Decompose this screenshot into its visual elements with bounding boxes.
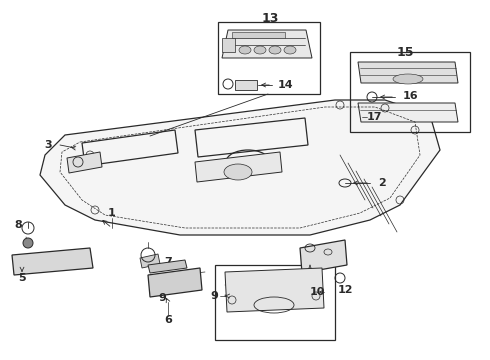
Text: 8: 8	[14, 220, 22, 230]
Text: 12: 12	[337, 285, 353, 295]
Bar	[350, 52, 470, 132]
Polygon shape	[67, 152, 102, 173]
Ellipse shape	[239, 46, 251, 54]
Polygon shape	[148, 268, 202, 297]
Text: 13: 13	[261, 12, 279, 24]
Ellipse shape	[23, 238, 33, 248]
Text: 2: 2	[378, 178, 386, 188]
Text: 3: 3	[45, 140, 52, 150]
Text: 9: 9	[158, 293, 166, 303]
Ellipse shape	[254, 46, 266, 54]
Ellipse shape	[284, 46, 296, 54]
Text: 6: 6	[164, 315, 172, 325]
Ellipse shape	[269, 46, 281, 54]
Bar	[215, 265, 335, 340]
Bar	[218, 22, 320, 94]
Text: 4: 4	[80, 157, 88, 167]
Text: 10: 10	[310, 287, 325, 297]
Text: 16: 16	[402, 91, 418, 101]
Text: 15: 15	[396, 45, 414, 59]
Polygon shape	[148, 260, 187, 273]
Polygon shape	[225, 268, 324, 312]
Text: 17: 17	[367, 112, 383, 122]
Text: 14: 14	[277, 80, 293, 90]
Polygon shape	[195, 152, 282, 182]
Text: 7: 7	[164, 257, 172, 267]
Ellipse shape	[224, 164, 252, 180]
Polygon shape	[40, 100, 440, 235]
Text: 9: 9	[210, 291, 218, 301]
Polygon shape	[300, 240, 347, 273]
Polygon shape	[140, 254, 160, 268]
Polygon shape	[232, 32, 285, 38]
Text: 11: 11	[300, 271, 316, 281]
Polygon shape	[358, 62, 458, 83]
Bar	[235, 80, 257, 90]
Polygon shape	[358, 103, 458, 122]
Text: 5: 5	[18, 273, 26, 283]
Ellipse shape	[393, 74, 423, 84]
Polygon shape	[222, 30, 312, 58]
Polygon shape	[222, 38, 235, 52]
Text: 1: 1	[108, 208, 116, 218]
Polygon shape	[12, 248, 93, 275]
